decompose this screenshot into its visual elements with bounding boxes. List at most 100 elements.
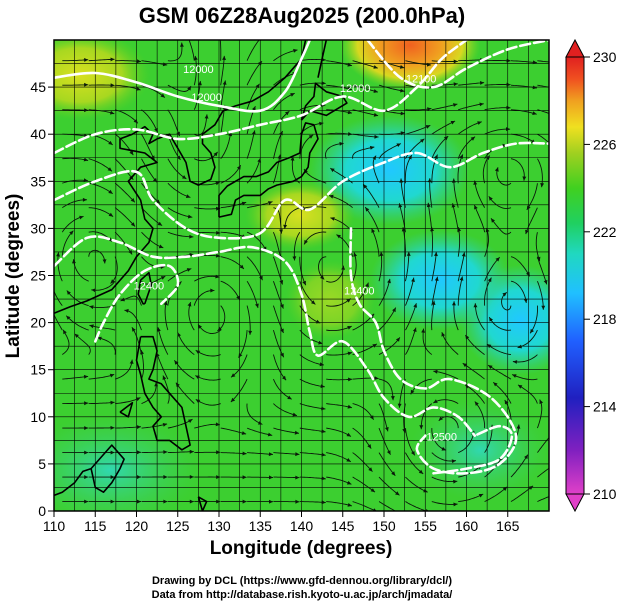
streamline [372,155,380,184]
streamline [65,315,89,331]
colorbar: 230 226 222 218 214 210 [565,38,617,513]
streamline-arrowhead [74,333,79,338]
streamline-arrowhead [160,276,166,280]
streamline-arrowhead [110,400,115,405]
streamline-arrowhead [372,343,377,348]
streamline-arrowhead [189,234,194,239]
warm-region-central [285,260,375,340]
streamline-arrowhead [185,194,191,198]
streamline-arrowhead [365,207,370,212]
colorbar-gradient [565,56,585,495]
streamline-arrowhead [195,350,201,355]
streamline [512,354,538,363]
streamline-arrowhead [84,475,89,479]
streamline [220,256,245,270]
streamline-arrowhead [479,81,485,85]
streamline-arrowhead [195,375,200,380]
colorbar-tick-label: 218 [593,311,617,327]
streamline-arrowhead [406,251,411,256]
streamline-arrowhead [369,145,375,150]
streamline [537,60,549,63]
streamline-arrowhead [353,252,358,257]
streamline-arrowhead [194,55,198,61]
coastline [137,271,153,305]
streamline-arrowhead [346,298,351,303]
streamline [299,256,307,286]
streamline-arrowhead [523,298,528,303]
streamline-arrowhead [198,324,202,329]
streamline [61,329,70,355]
streamline-arrowhead [269,475,273,480]
streamline-arrowhead [174,360,179,365]
streamline-arrowhead [452,301,456,306]
streamline-arrowhead [137,450,141,455]
streamline-arrowhead [292,256,297,261]
streamline-arrowhead [526,271,530,277]
streamline-arrowhead [157,221,163,226]
streamlines [49,40,563,511]
streamline-arrowhead [426,62,432,67]
coastline [300,82,348,121]
streamline-arrowhead [137,475,141,479]
streamline-arrowhead [441,446,446,451]
streamline-arrowhead [339,141,344,146]
streamline [510,133,536,144]
streamline-arrowhead [427,178,432,183]
streamline [195,399,221,406]
streamline [62,59,89,62]
streamline-arrowhead [336,234,341,239]
streamline-arrowhead [347,503,352,507]
streamline-arrowhead [347,351,352,356]
streamline-arrowhead [287,395,292,400]
streamline-arrowhead [176,155,181,160]
y-tick-label: 25 [30,268,46,284]
streamline-arrowhead [374,134,379,139]
streamline-arrowhead [512,374,517,378]
credit-drawing: Drawing by DCL (https://www.gfd-dennou.o… [152,575,452,587]
streamline [484,486,508,503]
streamline-arrowhead [215,253,221,258]
streamline-arrowhead [512,360,518,364]
contour-labels: 12000 12000 12000 12100 12400 12500 12400 [134,64,457,443]
streamline-arrowhead [367,444,372,449]
streamline [352,501,377,511]
contour-line-12100 [366,40,549,89]
streamline-arrowhead [69,230,74,235]
streamline [486,343,512,356]
streamline [272,130,284,159]
streamline-arrowhead [84,82,89,87]
streamline [299,82,326,86]
streamline-arrowhead [517,344,522,349]
streamline [193,80,201,110]
streamline [318,256,327,280]
streamline-arrowhead [558,116,563,120]
streamline [167,231,194,238]
streamline-arrowhead [470,136,476,141]
chart-title: GSM 06Z28Aug2025 (200.0hPa) [139,3,465,28]
streamline [326,378,353,381]
streamline-arrowhead [163,450,168,454]
streamline-arrowhead [187,302,192,307]
streamline [114,207,136,227]
streamline [326,265,344,283]
streamline-arrowhead [473,180,478,185]
y-tick-label: 40 [30,126,46,142]
streamline-arrowhead [433,399,438,403]
streamline [97,336,116,355]
streamline-arrowhead [485,155,490,160]
streamline [536,281,544,310]
streamline [510,109,537,115]
streamline [362,183,380,208]
streamline-arrowhead [494,167,499,172]
streamline-arrowhead [130,198,135,203]
streamline [284,207,300,229]
streamline-arrowhead [347,86,352,91]
streamline [352,282,369,306]
x-tick-label: 120 [125,518,149,534]
coastline [218,122,319,218]
streamline-arrowhead [49,304,53,309]
contour-line-12400 [94,263,180,343]
streamline-arrowhead [341,265,346,270]
streamline [273,49,298,62]
y-tick-label: 10 [30,409,46,425]
